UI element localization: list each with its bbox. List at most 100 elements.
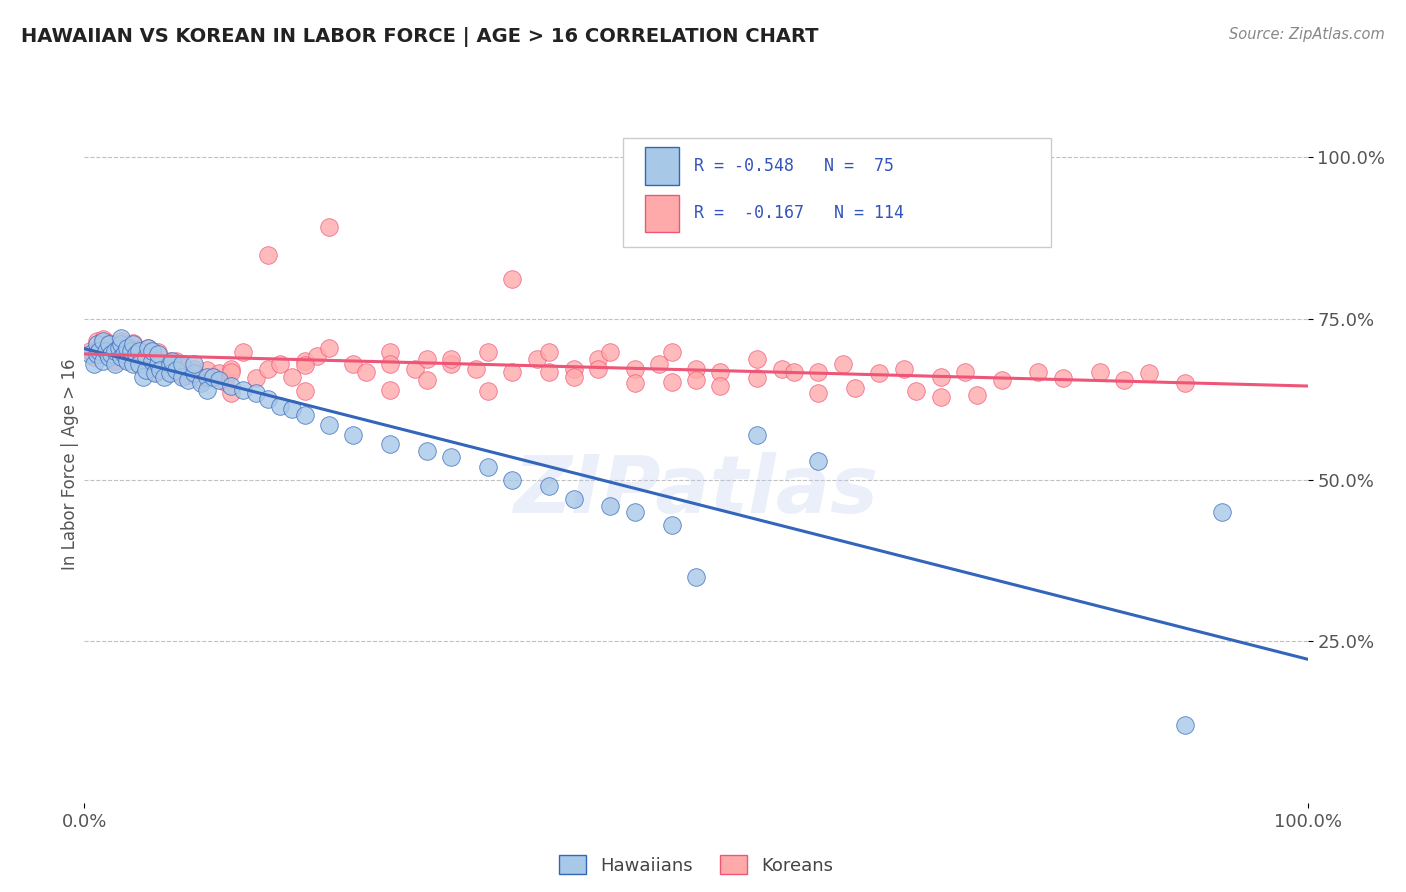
Point [97,336,120,351]
Point [165,353,187,368]
Point [141,343,163,358]
Point [685,570,707,584]
Point [440,450,463,465]
Point [110,331,132,345]
Point [110,337,132,351]
Legend: Hawaiians, Koreans: Hawaiians, Koreans [551,848,841,882]
Point [269,399,291,413]
Point [783,364,806,378]
Point [195,363,218,377]
Point [91,353,114,368]
Point [807,364,830,378]
Point [183,357,205,371]
Point [219,379,242,393]
Point [128,357,150,371]
Point [96,343,118,358]
Point [107,341,129,355]
Point [195,383,218,397]
Point [190,376,212,391]
Point [146,357,169,371]
Point [747,371,769,385]
Point [538,345,561,359]
Point [172,359,194,374]
Point [232,345,254,359]
Point [477,460,499,475]
Point [747,351,769,366]
Point [214,375,236,389]
Point [416,373,439,387]
Point [120,343,142,358]
Point [97,351,120,365]
Point [294,353,316,368]
Point [599,499,621,513]
Point [100,345,122,359]
Point [125,345,148,359]
Point [440,351,463,366]
Point [294,409,316,423]
Point [83,357,105,371]
Point [110,334,132,348]
Point [86,334,108,348]
Point [747,427,769,442]
Point [807,385,830,400]
Text: HAWAIIAN VS KOREAN IN LABOR FORCE | AGE > 16 CORRELATION CHART: HAWAIIAN VS KOREAN IN LABOR FORCE | AGE … [21,27,818,46]
Point [153,362,176,376]
Point [990,373,1012,387]
Point [201,369,224,384]
Point [115,341,138,355]
Point [318,341,340,355]
Point [685,362,707,376]
Point [115,351,138,366]
Point [294,358,316,372]
Point [526,351,548,366]
Point [685,373,707,387]
Point [141,351,163,365]
Bar [623,138,1050,247]
Point [1088,364,1111,378]
Point [1114,373,1136,387]
Point [538,364,561,378]
Point [128,342,150,356]
Point [342,427,364,442]
Point [135,347,157,361]
Point [477,345,499,359]
Point [905,384,928,398]
Point [122,336,145,351]
Point [844,381,866,395]
Point [112,347,135,361]
Point [294,384,316,398]
Text: R =  -0.167   N = 114: R = -0.167 N = 114 [693,204,904,222]
Point [257,362,280,376]
Point [104,357,127,371]
Point [104,343,127,358]
Point [201,369,224,384]
Point [115,339,138,353]
Point [97,337,120,351]
Point [135,351,157,365]
Point [245,385,267,400]
Text: Source: ZipAtlas.com: Source: ZipAtlas.com [1229,27,1385,42]
Point [586,351,609,366]
Text: R = -0.548   N =  75: R = -0.548 N = 75 [693,157,894,175]
Point [709,364,731,378]
Point [929,390,952,404]
Point [380,345,402,359]
Point [342,357,364,371]
Point [125,347,148,361]
Point [464,362,486,376]
Point [245,371,267,385]
Point [128,343,150,358]
Point [318,418,340,433]
Point [624,505,647,519]
Point [86,345,108,359]
Point [183,362,205,376]
Point [208,367,231,381]
Point [807,453,830,467]
Point [281,401,304,416]
Point [380,437,402,451]
Point [135,358,157,372]
Point [96,343,118,357]
Point [219,364,242,378]
Bar [644,194,679,232]
Point [91,347,114,361]
